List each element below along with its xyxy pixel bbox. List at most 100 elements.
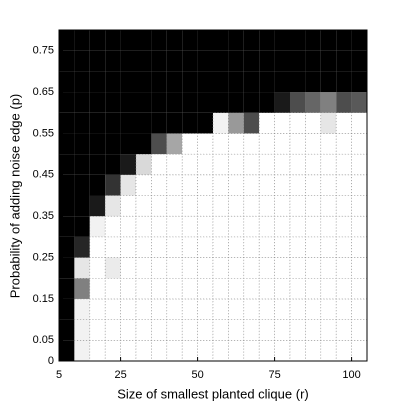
heat-cell xyxy=(305,215,322,238)
heat-cell xyxy=(136,50,152,72)
heat-cell xyxy=(105,30,121,51)
heat-cell xyxy=(243,257,260,279)
heat-cell xyxy=(320,92,337,113)
y-axis-label: Probability of adding noise edge (p) xyxy=(7,94,22,299)
heat-cell xyxy=(120,133,136,155)
heat-cell xyxy=(59,154,75,175)
heat-cell xyxy=(212,298,229,320)
heat-cell xyxy=(305,30,321,51)
heat-cell xyxy=(120,340,137,362)
heat-cell xyxy=(351,319,368,341)
heat-cell xyxy=(120,236,137,258)
heat-cell xyxy=(136,92,152,113)
heat-cell xyxy=(151,215,168,238)
heat-cell xyxy=(228,153,245,176)
heat-cell xyxy=(74,112,90,134)
heat-cell xyxy=(182,92,198,113)
heat-cell xyxy=(305,298,322,320)
heat-cell xyxy=(166,174,183,196)
heat-cell xyxy=(243,92,260,113)
heat-cell xyxy=(120,319,137,341)
heat-cell xyxy=(151,340,168,362)
heat-cell xyxy=(59,71,75,93)
heat-cell xyxy=(166,277,183,300)
heat-cell xyxy=(74,154,90,175)
heat-cell xyxy=(89,92,106,113)
heat-cell xyxy=(59,278,75,299)
heat-cell xyxy=(212,174,229,196)
heat-cell xyxy=(335,319,352,341)
heat-cell xyxy=(197,319,214,341)
heat-cell xyxy=(59,112,75,134)
heat-cell xyxy=(89,174,106,196)
heat-cell xyxy=(259,92,275,113)
x-tick-label: 5 xyxy=(56,369,62,381)
y-tick-label: 0.15 xyxy=(33,293,54,305)
heat-cell xyxy=(151,50,167,72)
heat-cell xyxy=(104,215,121,238)
heat-cell xyxy=(274,71,290,93)
heat-cell xyxy=(228,340,245,362)
heat-cell xyxy=(151,174,168,196)
heat-cell xyxy=(336,50,352,72)
heat-cell xyxy=(166,112,183,134)
heat-cell xyxy=(212,257,229,279)
heat-cell xyxy=(335,215,352,238)
heat-cell xyxy=(74,30,90,51)
heat-cell xyxy=(105,92,121,113)
plot-frame xyxy=(58,29,368,362)
heat-cell xyxy=(151,92,167,113)
heat-cell xyxy=(120,71,136,93)
heat-cell xyxy=(166,133,183,155)
x-axis-label: Size of smallest planted clique (r) xyxy=(117,386,308,401)
heat-cell xyxy=(181,277,198,300)
heat-cell xyxy=(89,298,106,320)
heat-cell xyxy=(228,112,245,134)
heat-cell xyxy=(151,257,168,279)
heat-cell xyxy=(320,277,337,300)
heat-cell xyxy=(258,298,275,320)
heat-cell xyxy=(135,195,152,217)
heat-cell xyxy=(228,277,245,300)
heat-cell xyxy=(351,50,367,72)
heat-cell xyxy=(243,319,260,341)
heat-cell xyxy=(181,319,198,341)
heat-cell xyxy=(120,195,137,217)
heat-cell xyxy=(104,319,121,341)
heat-cell xyxy=(213,71,229,93)
heat-cell xyxy=(305,236,322,258)
heat-cell xyxy=(290,50,306,72)
heat-cell xyxy=(89,71,106,93)
heat-cell xyxy=(74,257,91,279)
heat-cell xyxy=(336,30,352,51)
heat-cell xyxy=(104,257,121,279)
heat-cell xyxy=(259,50,275,72)
heat-cell xyxy=(320,112,337,134)
heat-cell xyxy=(258,153,275,176)
heat-cell xyxy=(258,133,275,155)
heat-cell xyxy=(166,71,183,93)
heat-cell xyxy=(243,298,260,320)
heat-cell xyxy=(351,92,367,113)
heat-cell xyxy=(320,340,337,362)
heat-cell xyxy=(213,92,229,113)
heat-cell xyxy=(274,50,290,72)
heat-cell xyxy=(212,277,229,300)
heat-cell xyxy=(59,50,75,72)
heat-cell xyxy=(289,112,306,134)
heat-cell xyxy=(89,215,106,238)
heat-cell xyxy=(74,236,90,258)
heat-cell xyxy=(197,215,214,238)
heat-cell xyxy=(335,236,352,258)
heat-cell xyxy=(258,340,275,362)
heat-cell xyxy=(181,298,198,320)
heat-cell xyxy=(120,50,136,72)
heat-cell xyxy=(105,154,121,175)
heat-cell xyxy=(335,112,352,134)
heat-cell xyxy=(212,215,229,238)
heat-cell xyxy=(274,153,291,176)
heat-cell xyxy=(120,154,136,175)
heat-cell xyxy=(212,340,229,362)
heat-cell xyxy=(181,174,198,196)
